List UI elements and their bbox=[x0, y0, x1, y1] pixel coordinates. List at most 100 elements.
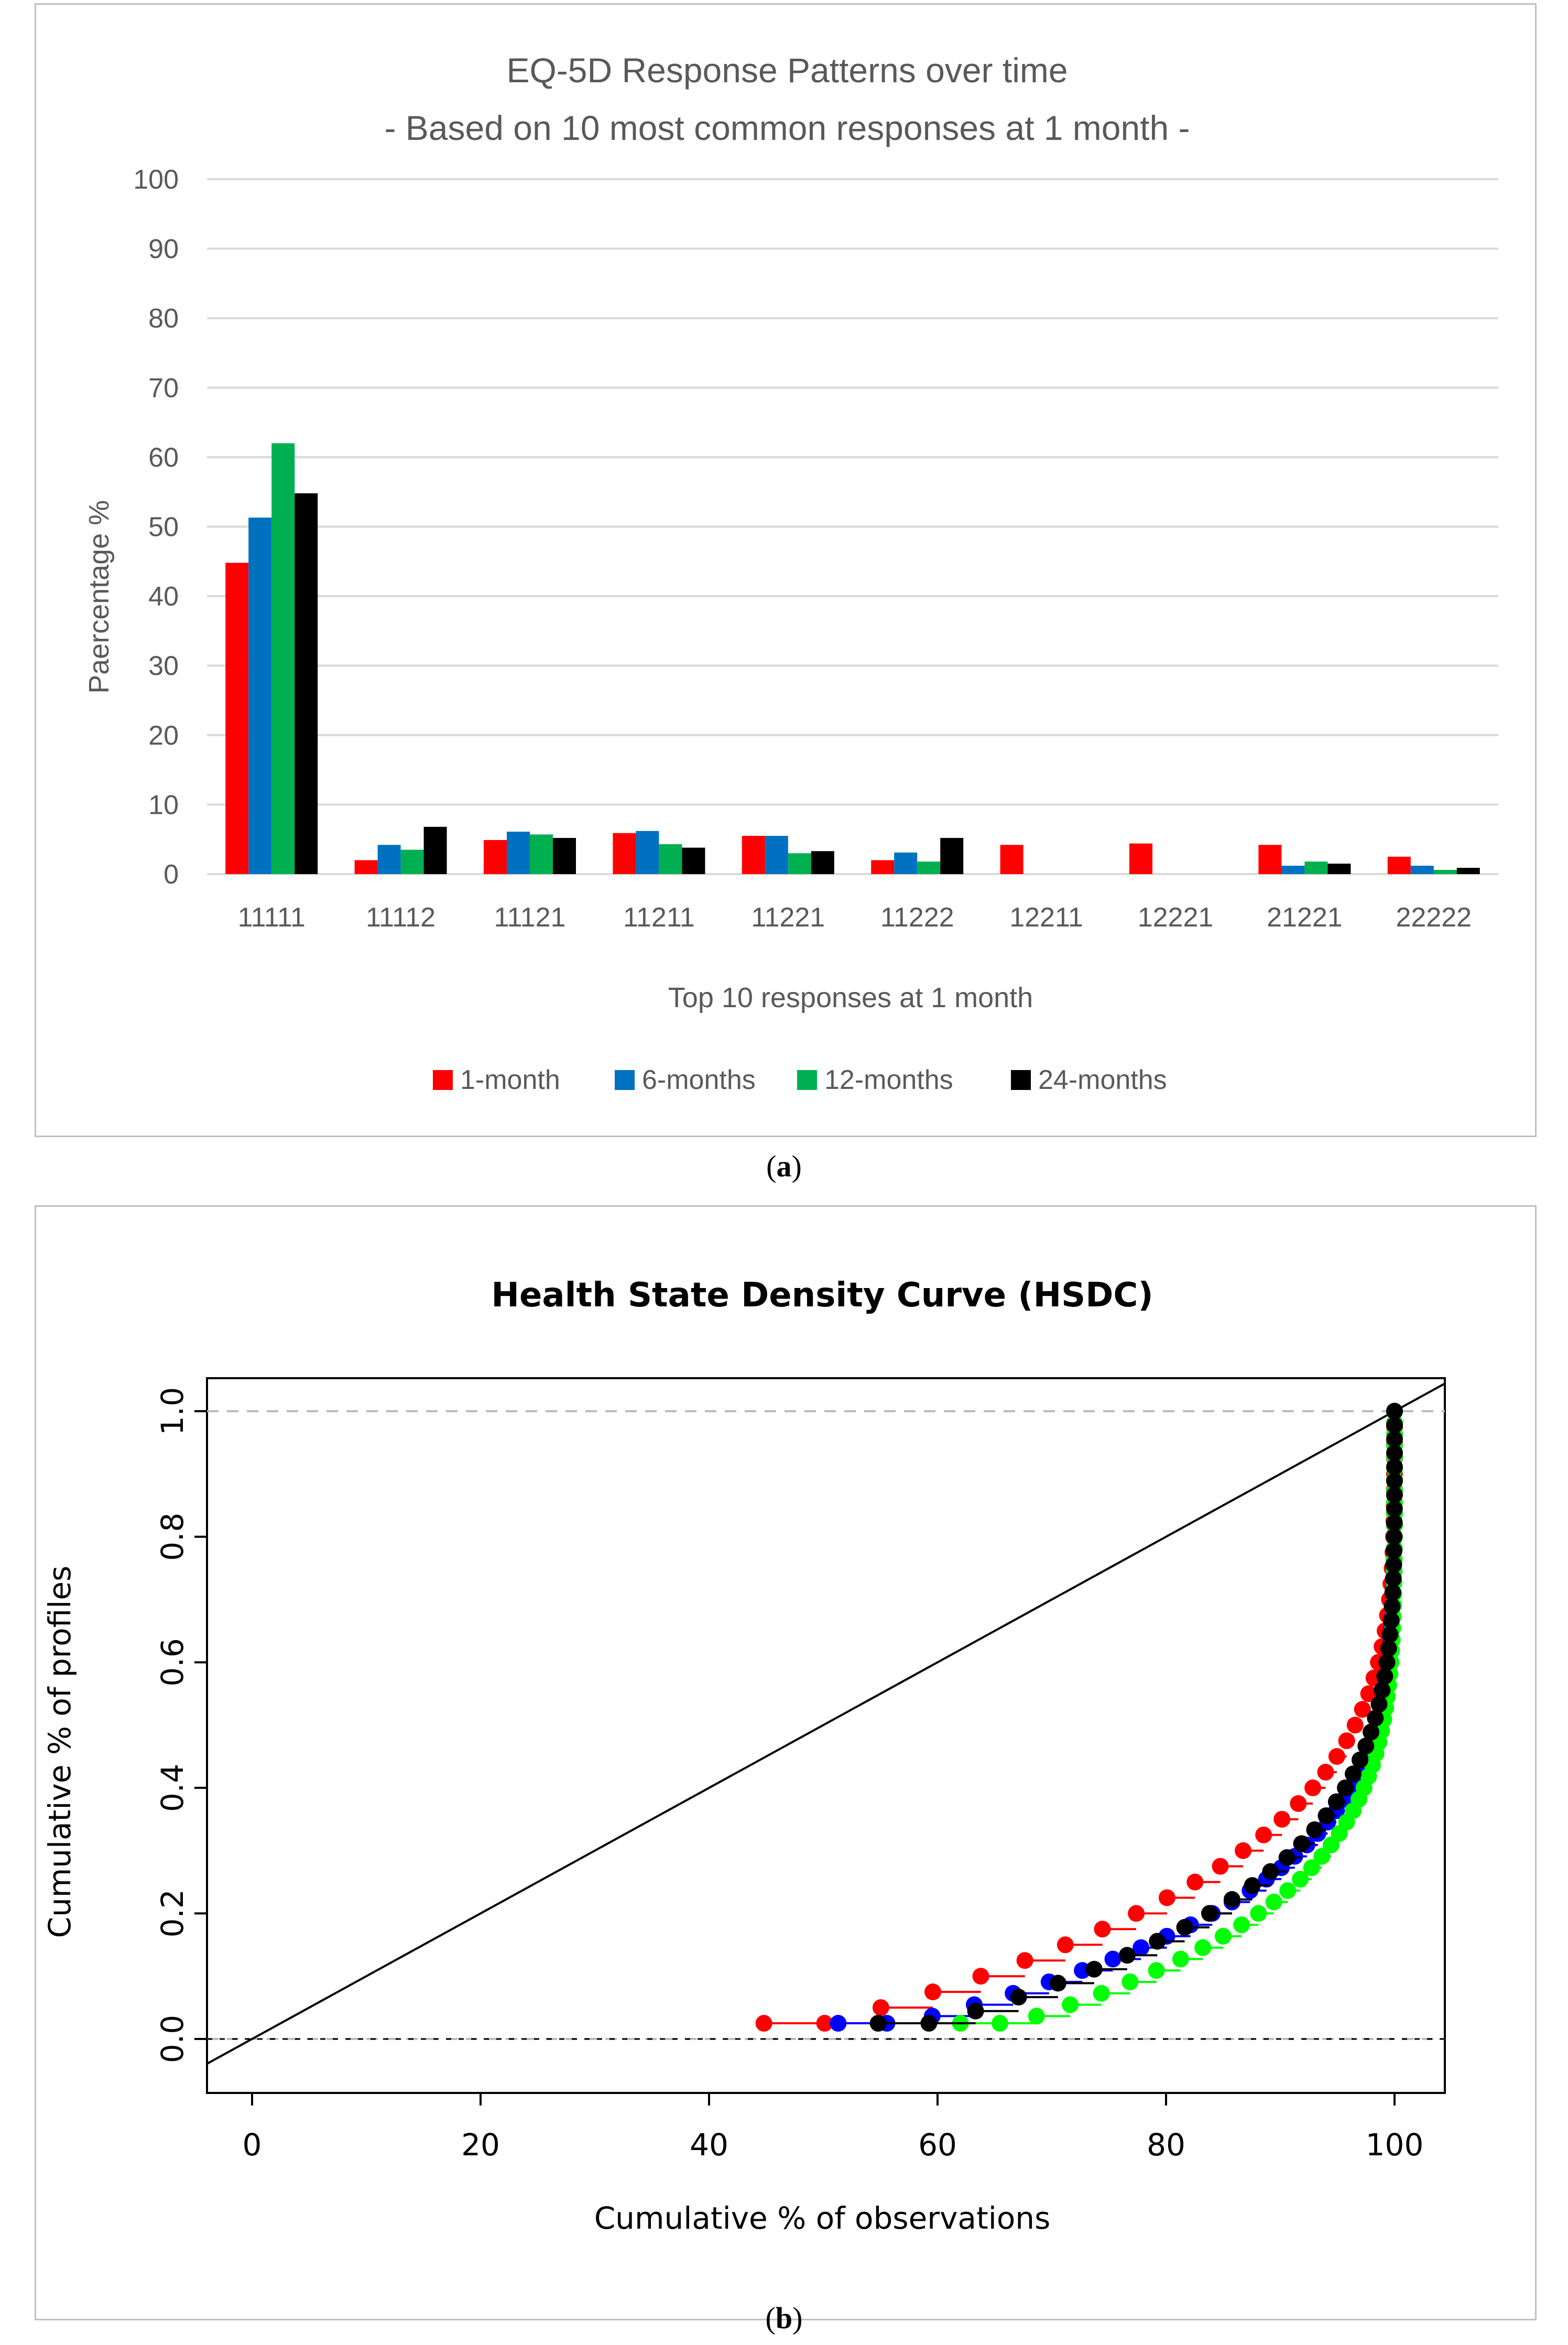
hsdc-panel: Health State Density Curve (HSDC) 0.0 0.2… bbox=[35, 1205, 1537, 2320]
bar-1-month-11211 bbox=[613, 833, 636, 874]
x-tick-label: 11111 bbox=[238, 902, 306, 933]
bar-24-months-11221 bbox=[811, 851, 834, 874]
bar-6-months-11222 bbox=[894, 852, 918, 874]
bar-24-months-11112 bbox=[423, 826, 447, 874]
y-tick-label: 0.6 bbox=[155, 1638, 190, 1686]
legend-label-6-months: 6-months bbox=[642, 1065, 756, 1095]
legend-swatch-12-months bbox=[797, 1070, 817, 1090]
bar-1-month-22222 bbox=[1387, 856, 1411, 874]
x-tick-label: 21221 bbox=[1267, 902, 1343, 933]
legend-swatch-6-months bbox=[615, 1070, 635, 1090]
bar-1-month-12221 bbox=[1129, 843, 1152, 874]
bar-12-months-11211 bbox=[659, 844, 682, 874]
series-1-month bbox=[755, 1403, 1403, 2032]
y-tick-label: 20 bbox=[148, 721, 179, 751]
bar-chart-title: EQ-5D Response Patterns over time bbox=[506, 51, 1068, 90]
bar-6-months-11211 bbox=[636, 831, 659, 874]
legend-swatch-1-month bbox=[433, 1070, 453, 1090]
bar-24-months-11111 bbox=[295, 493, 318, 874]
bar-1-month-11221 bbox=[742, 836, 765, 874]
bar-chart-subtitle: - Based on 10 most common responses at 1… bbox=[384, 108, 1190, 147]
point-24-months bbox=[1386, 1416, 1403, 1434]
caption-b-letter: b bbox=[775, 2301, 793, 2335]
x-tick-label: 11121 bbox=[494, 902, 566, 933]
series-24-months bbox=[869, 1403, 1403, 2032]
bar-24-months-21221 bbox=[1327, 864, 1351, 874]
legend-label-24-months: 24-months bbox=[1038, 1065, 1167, 1095]
bar-1-month-11121 bbox=[484, 840, 507, 874]
y-tick-label: 50 bbox=[148, 512, 179, 542]
bar-12-months-11112 bbox=[400, 849, 424, 874]
bar-6-months-11221 bbox=[765, 836, 788, 874]
bar-12-months-22222 bbox=[1433, 870, 1457, 874]
bar-6-months-22222 bbox=[1410, 866, 1434, 874]
x-tick-label: 60 bbox=[918, 2127, 957, 2163]
bar-chart-ylabel: Paercentage % bbox=[83, 500, 115, 693]
y-tick-label: 0.2 bbox=[155, 1889, 190, 1937]
y-tick-label: 100 bbox=[133, 165, 179, 195]
legend-swatch-24-months bbox=[1011, 1070, 1031, 1090]
point-1-month bbox=[1057, 1936, 1074, 1954]
bar-24-months-22222 bbox=[1456, 868, 1480, 874]
y-tick-label: 40 bbox=[148, 582, 179, 612]
x-tick-label: 12221 bbox=[1138, 902, 1214, 933]
series-6-months bbox=[830, 1403, 1403, 2032]
bar-12-months-21221 bbox=[1304, 861, 1328, 874]
bar-1-month-12211 bbox=[1000, 845, 1023, 874]
bar-24-months-11121 bbox=[553, 838, 576, 874]
bar-12-months-11121 bbox=[530, 834, 553, 874]
point-24-months bbox=[1386, 1403, 1403, 1420]
x-tick-label: 11222 bbox=[880, 902, 954, 933]
point-24-months bbox=[1085, 1960, 1103, 1978]
hsdc-chart: Health State Density Curve (HSDC) 0.0 0.2… bbox=[42, 1276, 1446, 2236]
x-tick-label: 11211 bbox=[623, 902, 695, 933]
y-tick-label: 0 bbox=[164, 859, 179, 890]
bar-12-months-11222 bbox=[917, 861, 941, 874]
bar-24-months-11222 bbox=[940, 838, 964, 874]
bar-6-months-11111 bbox=[248, 517, 272, 874]
y-tick-label: 0.4 bbox=[155, 1764, 190, 1812]
hsdc-xlabel: Cumulative % of observations bbox=[594, 2200, 1051, 2236]
caption-b: (b) bbox=[765, 2301, 803, 2335]
x-tick-label: 0 bbox=[243, 2127, 262, 2163]
bar-6-months-11112 bbox=[377, 845, 401, 874]
y-tick-label: 80 bbox=[148, 303, 179, 334]
hsdc-ylabel: Cumulative % of profiles bbox=[42, 1566, 78, 1938]
bar-chart-panel: EQ-5D Response Patterns over time - Base… bbox=[35, 3, 1537, 1137]
hsdc-plot-frame bbox=[206, 1377, 1446, 2094]
bar-6-months-21221 bbox=[1281, 866, 1305, 874]
hsdc-title: Health State Density Curve (HSDC) bbox=[491, 1276, 1153, 1315]
y-tick-label: 10 bbox=[148, 790, 179, 820]
x-tick-label: 80 bbox=[1147, 2127, 1185, 2163]
x-tick-label: 22222 bbox=[1396, 902, 1472, 933]
y-tick-label: 60 bbox=[148, 442, 179, 473]
bar-1-month-11111 bbox=[225, 562, 249, 874]
y-tick-label: 30 bbox=[148, 651, 179, 681]
x-tick-label: 40 bbox=[690, 2127, 728, 2163]
bar-chart: EQ-5D Response Patterns over time - Base… bbox=[83, 51, 1498, 1095]
bar-1-month-11222 bbox=[871, 860, 895, 874]
bar-1-month-21221 bbox=[1258, 845, 1282, 874]
bar-12-months-11221 bbox=[788, 853, 811, 874]
caption-a-letter: a bbox=[776, 1149, 792, 1183]
bar-chart-xlabel: Top 10 responses at 1 month bbox=[668, 982, 1033, 1013]
legend-label-12-months: 12-months bbox=[824, 1065, 953, 1095]
x-tick-label: 100 bbox=[1366, 2127, 1424, 2163]
x-tick-label: 11112 bbox=[366, 902, 435, 933]
series-12-months bbox=[952, 1403, 1403, 2032]
y-tick-label: 0.8 bbox=[155, 1512, 190, 1561]
legend-label-1-month: 1-month bbox=[460, 1065, 560, 1095]
caption-a: (a) bbox=[766, 1149, 802, 1183]
bar-6-months-11121 bbox=[507, 832, 530, 874]
bar-24-months-11211 bbox=[682, 847, 705, 874]
x-tick-label: 12211 bbox=[1009, 902, 1083, 933]
equality-diagonal bbox=[206, 1382, 1445, 2065]
y-tick-label: 90 bbox=[148, 234, 179, 265]
x-tick-label: 11221 bbox=[751, 902, 825, 933]
y-tick-label: 70 bbox=[148, 373, 179, 403]
bar-12-months-11111 bbox=[271, 443, 295, 874]
x-tick-label: 20 bbox=[461, 2127, 500, 2163]
bar-1-month-11112 bbox=[354, 860, 378, 874]
y-tick-label: 0.0 bbox=[155, 2015, 190, 2063]
y-tick-label: 1.0 bbox=[155, 1387, 190, 1435]
